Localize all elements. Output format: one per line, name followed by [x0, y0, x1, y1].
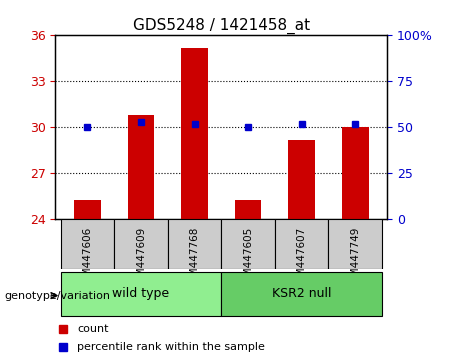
- FancyBboxPatch shape: [328, 219, 382, 269]
- Text: GSM447605: GSM447605: [243, 227, 253, 290]
- Text: GSM447749: GSM447749: [350, 227, 360, 290]
- Text: wild type: wild type: [112, 287, 170, 300]
- Text: percentile rank within the sample: percentile rank within the sample: [77, 342, 266, 352]
- Bar: [288, 140, 315, 219]
- Bar: [181, 48, 208, 219]
- FancyBboxPatch shape: [221, 219, 275, 269]
- Bar: [74, 200, 101, 219]
- Bar: [235, 200, 261, 219]
- FancyBboxPatch shape: [61, 219, 114, 269]
- FancyBboxPatch shape: [168, 219, 221, 269]
- FancyBboxPatch shape: [61, 272, 221, 316]
- Text: count: count: [77, 324, 109, 334]
- Text: GSM447606: GSM447606: [83, 227, 93, 290]
- FancyBboxPatch shape: [275, 219, 328, 269]
- Bar: [342, 127, 368, 219]
- Text: KSR2 null: KSR2 null: [272, 287, 331, 300]
- Title: GDS5248 / 1421458_at: GDS5248 / 1421458_at: [133, 18, 310, 34]
- Text: GSM447607: GSM447607: [296, 227, 307, 290]
- FancyBboxPatch shape: [114, 219, 168, 269]
- FancyBboxPatch shape: [221, 272, 382, 316]
- Text: genotype/variation: genotype/variation: [5, 291, 111, 301]
- Text: GSM447609: GSM447609: [136, 227, 146, 290]
- Bar: [128, 115, 154, 219]
- Text: GSM447768: GSM447768: [189, 227, 200, 290]
